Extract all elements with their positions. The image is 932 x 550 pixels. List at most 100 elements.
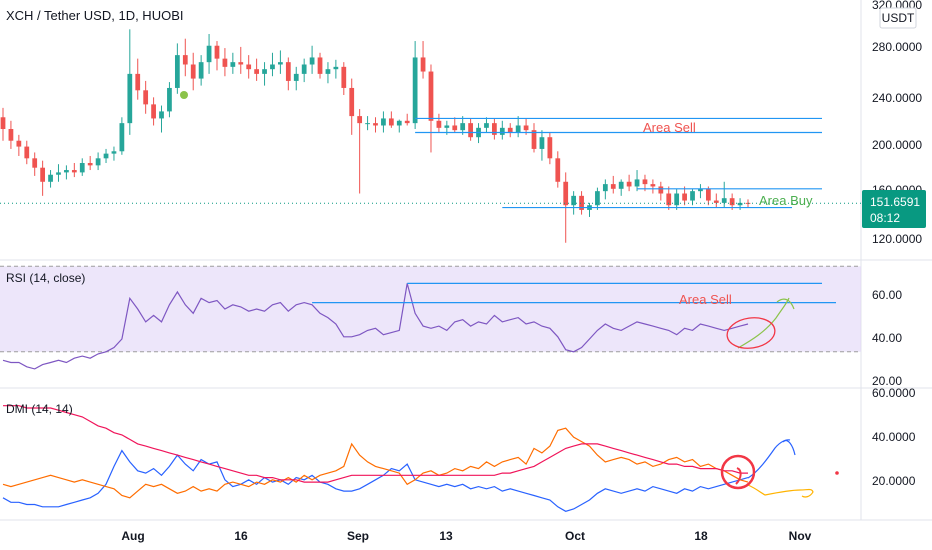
candle-body[interactable] bbox=[56, 172, 61, 175]
candle-body[interactable] bbox=[341, 66, 347, 88]
candle-body[interactable] bbox=[626, 181, 632, 187]
candle-body[interactable] bbox=[285, 62, 291, 81]
candle-body[interactable] bbox=[682, 193, 687, 201]
candle-body[interactable] bbox=[8, 129, 14, 141]
candle-body[interactable] bbox=[71, 170, 77, 173]
candle-body[interactable] bbox=[547, 137, 553, 159]
time-axis[interactable]: Aug 16 Sep 13 Oct 18 Nov bbox=[121, 529, 811, 543]
rsi-axis[interactable]: 60.00 40.00 20.00 bbox=[872, 288, 902, 388]
candle-body[interactable] bbox=[737, 202, 743, 206]
candle-body[interactable] bbox=[293, 73, 299, 81]
candle-body[interactable] bbox=[95, 158, 101, 166]
candle-body[interactable] bbox=[143, 90, 149, 105]
candle-body[interactable] bbox=[103, 153, 109, 159]
adx-line[interactable] bbox=[3, 405, 748, 483]
price-level-lines[interactable] bbox=[415, 117, 822, 209]
candle-body[interactable] bbox=[182, 55, 188, 65]
candle-body[interactable] bbox=[507, 127, 513, 133]
candle-body[interactable] bbox=[135, 73, 141, 91]
candle-body[interactable] bbox=[420, 57, 426, 72]
candle-body[interactable] bbox=[87, 163, 93, 166]
candle-body[interactable] bbox=[555, 158, 561, 182]
candle-body[interactable] bbox=[729, 198, 735, 206]
candle-body[interactable] bbox=[246, 64, 252, 70]
candle-body[interactable] bbox=[111, 151, 117, 154]
candle-body[interactable] bbox=[357, 116, 363, 124]
candle-body[interactable] bbox=[174, 55, 180, 88]
candle-body[interactable] bbox=[531, 130, 537, 149]
candle-body[interactable] bbox=[206, 45, 212, 63]
candle-body[interactable] bbox=[349, 87, 355, 117]
candle-body[interactable] bbox=[222, 58, 228, 67]
candle-body[interactable] bbox=[238, 62, 244, 65]
candle-body[interactable] bbox=[428, 71, 434, 121]
candle-body[interactable] bbox=[0, 117, 6, 129]
di-minus-line[interactable] bbox=[2, 427, 749, 499]
candle-body[interactable] bbox=[325, 69, 331, 74]
candle-body[interactable] bbox=[16, 140, 22, 147]
candle-body[interactable] bbox=[381, 118, 386, 126]
dmi-axis[interactable]: 60.0000 40.0000 20.0000 bbox=[872, 386, 916, 488]
candle-body[interactable] bbox=[539, 137, 545, 149]
dmi-pane-label[interactable]: DMI (14, 14) bbox=[6, 402, 73, 416]
candle-body[interactable] bbox=[404, 120, 410, 124]
candle-body[interactable] bbox=[317, 57, 323, 74]
candle-body[interactable] bbox=[468, 123, 473, 138]
candle-body[interactable] bbox=[396, 120, 402, 126]
rsi-pane-label[interactable]: RSI (14, close) bbox=[6, 271, 85, 285]
candle-body[interactable] bbox=[40, 167, 46, 182]
candle-body[interactable] bbox=[278, 62, 283, 65]
candle-body[interactable] bbox=[618, 181, 624, 189]
candle-body[interactable] bbox=[64, 170, 69, 173]
candle-body[interactable] bbox=[595, 191, 600, 206]
candle-body[interactable] bbox=[190, 64, 196, 79]
candle-body[interactable] bbox=[24, 146, 30, 159]
currency-button[interactable] bbox=[879, 7, 917, 29]
candle-body[interactable] bbox=[650, 184, 656, 187]
candle-body[interactable] bbox=[499, 127, 505, 135]
candle-body[interactable] bbox=[214, 45, 220, 59]
candle-body[interactable] bbox=[333, 66, 339, 70]
candle-body[interactable] bbox=[713, 200, 719, 203]
candle-body[interactable] bbox=[436, 120, 442, 128]
candle-body[interactable] bbox=[602, 184, 608, 192]
candle-body[interactable] bbox=[309, 57, 315, 65]
candle-body[interactable] bbox=[452, 125, 458, 131]
candle-body[interactable] bbox=[48, 174, 53, 182]
candle-body[interactable] bbox=[159, 111, 164, 119]
candle-body[interactable] bbox=[167, 87, 172, 112]
candle-body[interactable] bbox=[563, 181, 569, 206]
candle-body[interactable] bbox=[515, 125, 521, 133]
candle-body[interactable] bbox=[301, 64, 307, 74]
candle-body[interactable] bbox=[79, 163, 85, 173]
rsi-line[interactable] bbox=[2, 283, 749, 370]
candlestick-series[interactable] bbox=[0, 29, 751, 243]
candle-body[interactable] bbox=[127, 73, 133, 124]
candle-body[interactable] bbox=[198, 62, 204, 79]
candle-body[interactable] bbox=[32, 158, 38, 168]
candle-body[interactable] bbox=[444, 125, 450, 128]
candle-body[interactable] bbox=[658, 186, 664, 194]
candle-body[interactable] bbox=[270, 64, 275, 70]
candle-body[interactable] bbox=[642, 179, 648, 185]
candle-body[interactable] bbox=[460, 123, 466, 131]
candle-body[interactable] bbox=[705, 188, 711, 201]
candle-body[interactable] bbox=[151, 104, 156, 119]
candle-body[interactable] bbox=[484, 123, 489, 128]
di-plus-line[interactable] bbox=[2, 449, 749, 512]
rsi-level-lines[interactable] bbox=[312, 282, 836, 304]
candle-body[interactable] bbox=[373, 123, 378, 126]
candle-body[interactable] bbox=[634, 179, 640, 187]
candle-body[interactable] bbox=[230, 62, 236, 67]
candle-body[interactable] bbox=[365, 123, 370, 125]
candle-body[interactable] bbox=[388, 118, 394, 126]
last-price-badge[interactable] bbox=[862, 190, 926, 228]
candle-body[interactable] bbox=[610, 184, 616, 189]
candle-body[interactable] bbox=[262, 69, 267, 74]
candle-body[interactable] bbox=[412, 57, 418, 124]
candle-body[interactable] bbox=[698, 188, 703, 192]
candle-body[interactable] bbox=[119, 123, 125, 152]
candle-body[interactable] bbox=[254, 69, 259, 74]
candle-body[interactable] bbox=[690, 191, 695, 201]
candle-body[interactable] bbox=[523, 125, 529, 131]
